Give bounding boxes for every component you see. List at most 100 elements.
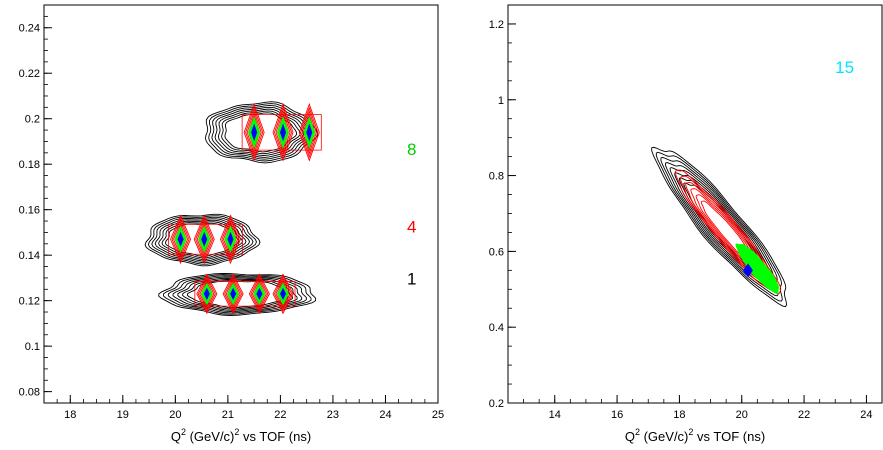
y-tick-label: 0.08 [19,387,40,399]
contour-level-red [170,214,192,265]
contour-level-red [300,106,319,159]
contour-level-black [660,156,779,297]
y-tick-label: 0.4 [489,322,504,334]
left-x-axis-title: Q2 (GeV/c)2 vs TOF (ns) [171,427,311,444]
y-tick-label: 1 [498,95,504,107]
y-tick-label: 0.14 [19,250,40,262]
contour-level-black [172,276,303,313]
y-tick-label: 0.2 [489,398,504,410]
contour-level-black [151,216,254,264]
contour-level-black [665,162,775,291]
contour-level-red [194,281,296,307]
band-contours [651,146,787,308]
y-tick-label: 0.12 [19,296,40,308]
contour-level-black [204,101,318,164]
contour-level-red [196,220,212,259]
right-x-axis-title: Q2 (GeV/c)2 vs TOF (ns) [625,427,765,444]
contour-level-blue [203,287,210,300]
contour-level-red [243,102,265,162]
x-tick-label: 23 [327,409,339,421]
contour-level-red [248,273,270,315]
contour-level-red [223,220,238,259]
contour-level-red [224,275,243,312]
x-tick-label: 14 [549,409,561,421]
contour-level-red [272,102,294,162]
contour-level-black [158,272,317,316]
left-contours [144,101,322,316]
contour-level-red [173,220,189,259]
contour-level-black [651,146,787,308]
contour-level-red [220,214,241,265]
right-contours [651,146,787,308]
contour-level-black [177,277,298,311]
contour-level-red [275,278,291,310]
contour-level-red [199,278,215,310]
contour-level-black [163,274,312,315]
contour-level-blue [280,287,287,300]
x-tick-label: 24 [379,409,391,421]
contour-level-red [193,214,215,265]
contour-level-green [735,243,780,295]
contour-level-black [154,218,250,262]
contour-level-blue [251,123,258,142]
annotation-label: 4 [407,217,416,236]
contour-level-red [298,102,320,162]
contour-level-blue [227,231,234,247]
contour-level-black [655,151,783,302]
y-tick-label: 0.22 [19,68,40,80]
contour-level-red [272,273,294,315]
annotation-label: 1 [407,270,416,289]
y-tick-label: 0.24 [19,23,40,35]
contour-level-red [245,106,264,159]
contour-level-blue [280,123,287,142]
contour-level-red [274,106,293,159]
contour-level-red [197,275,216,312]
y-tick-label: 0.18 [19,159,40,171]
left-plot-frame [43,4,439,404]
y-tick-label: 0.2 [25,114,40,126]
contour-level-black [158,219,247,260]
contour-level-red [690,188,766,276]
x-tick-label: 22 [798,409,810,421]
contour-level-red [168,223,243,255]
left-annotations: 8 4 1 [407,140,416,289]
contour-level-red [225,278,241,310]
y-tick-label: 0.16 [19,205,40,217]
right-y-ticks: 0.2 0.4 0.6 0.8 1 1.2 [489,4,516,410]
right-x-ticks: 14 16 18 20 22 24 [507,395,883,421]
x-tick-label: 20 [736,409,748,421]
contour-level-black [147,215,257,265]
left-y-ticks: 0.08 0.1 0.12 0.14 0.16 0.18 0.2 0.22 0.24 [19,4,52,404]
contour-level-black [669,167,770,286]
x-tick-label: 20 [169,409,181,421]
contour-level-red [246,109,262,155]
contour-level-red [221,217,240,262]
y-tick-label: 0.6 [489,246,504,258]
contour-level-black [164,222,240,257]
x-tick-label: 22 [274,409,286,421]
contour-level-blue [201,231,208,247]
contour-level-blue [230,287,237,300]
contour-level-red [700,200,755,264]
contour-level-blue [256,287,263,300]
contour-level-red [274,275,293,312]
contour-level-red [222,273,244,315]
contour-level-red [241,114,322,151]
contour-level-red [695,194,760,270]
contour-level-red [195,217,214,262]
x-tick-label: 16 [611,409,623,421]
x-tick-label: 18 [673,409,685,421]
contour-level-red [275,109,291,155]
contour-level-red [196,273,218,315]
y-tick-label: 0.8 [489,171,504,183]
contour-level-red [685,181,771,282]
x-tick-label: 21 [222,409,234,421]
x-tick-label: 25 [432,409,444,421]
right-plot-frame [507,4,883,404]
annotation-label: 15 [835,58,854,77]
contour-level-blue [306,123,313,142]
y-tick-label: 0.1 [25,341,40,353]
contour-level-red [301,109,317,155]
contour-level-red [171,217,190,262]
